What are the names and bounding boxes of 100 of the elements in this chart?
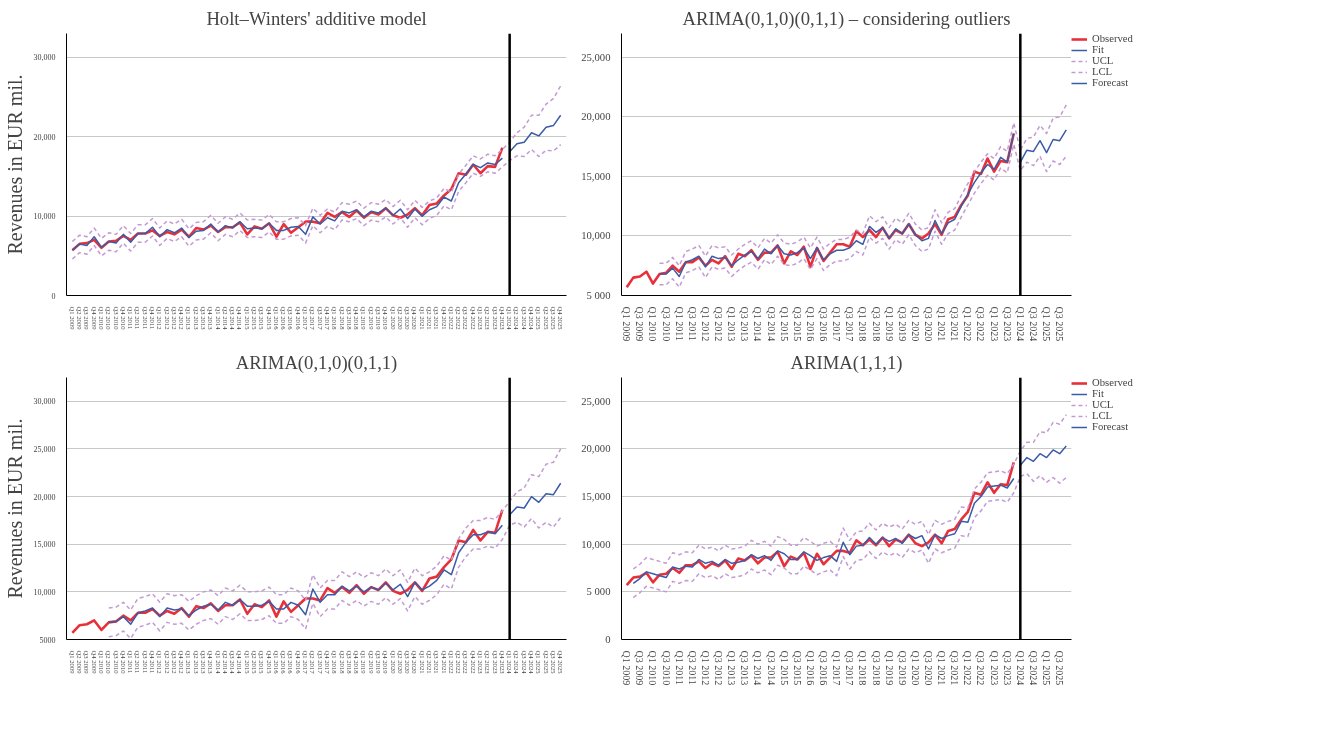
x-tick-label: Q3 2024 (1027, 650, 1039, 686)
x-tick-label: Q3 2021 (949, 650, 961, 686)
legend-label: Fit (1092, 44, 1105, 55)
x-tick-label: Q1 2013 (726, 650, 738, 686)
x-tick-label: Q1 2015 (778, 306, 790, 342)
x-tick-label: Q1 2025 (1041, 650, 1053, 686)
x-tick-label: Q3 2016 (818, 306, 830, 342)
x-tick-label: Q3 2014 (765, 650, 777, 686)
legend-label: Observed (1092, 33, 1133, 44)
x-tick-label: Q3 2019 (896, 306, 908, 342)
x-tick-label: Q1 2018 (857, 650, 869, 686)
x-tick-label: Q3 2015 (791, 306, 803, 342)
x-tick-label: Q1 2016 (804, 650, 816, 686)
x-tick-label: Q1 2024 (1014, 306, 1026, 342)
chart-title: ARIMA(0,1,0)(0,1,1) (235, 351, 398, 374)
y-tick-label: 15,000 (581, 170, 611, 182)
y-tick-label: 20,000 (33, 492, 56, 502)
legend-label: LCL (1092, 66, 1113, 77)
x-tick-label: Q3 2020 (923, 306, 934, 342)
x-tick-label: Q1 2010 (647, 306, 659, 342)
y-tick-label: 10,000 (33, 212, 56, 222)
y-tick-label: 10,000 (581, 230, 611, 242)
y-tick-label: 5 000 (586, 586, 611, 598)
legend-label: Fit (1092, 388, 1105, 399)
y-tick-label: 15,000 (581, 491, 611, 503)
y-tick-label: 25,000 (581, 395, 611, 407)
x-tick-label: Q1 2023 (988, 650, 1000, 686)
x-tick-label: Q3 2017 (844, 650, 856, 686)
x-tick-label: Q3 2017 (844, 306, 856, 342)
y-axis-title: Revenues in EUR mil. (3, 74, 26, 255)
legend-label: Forecast (1092, 77, 1129, 88)
x-tick-label: Q1 2021 (936, 306, 948, 342)
y-tick-label: 30,000 (33, 397, 56, 407)
x-tick-label: Q3 2018 (870, 650, 882, 686)
legend-label: LCL (1092, 410, 1113, 421)
x-tick-label: Q3 2010 (660, 650, 672, 686)
y-tick-label: 15,000 (33, 540, 56, 550)
x-tick-label: Q3 2016 (818, 650, 830, 686)
x-tick-label: Q3 2018 (870, 306, 882, 342)
x-tick-label: Q1 2016 (804, 306, 816, 342)
y-tick-label: 5 000 (586, 290, 611, 301)
x-tick-label: Q3 2025 (1054, 306, 1066, 342)
x-tick-label: Q1 2014 (752, 650, 764, 686)
x-tick-label: Q1 2015 (778, 650, 790, 686)
x-tick-label: Q3 2023 (1001, 650, 1013, 686)
y-axis-title: Revenues in EUR mil. (3, 418, 26, 599)
legend-label: Forecast (1092, 421, 1129, 432)
x-tick-label: Q3 2022 (975, 650, 987, 686)
y-tick-label: 20,000 (33, 132, 56, 142)
y-tick-label: 30,000 (33, 53, 56, 63)
x-tick-label: Q3 2011 (686, 650, 698, 685)
y-tick-label: 20,000 (581, 443, 611, 455)
x-tick-label: Q1 2014 (752, 306, 764, 342)
x-tick-label: Q1 2020 (909, 306, 921, 342)
x-tick-label: Q3 2012 (713, 650, 725, 686)
x-tick-label: Q1 2017 (831, 306, 843, 342)
chart-title: ARIMA(0,1,0)(0,1,1) – considering outliers (682, 7, 1011, 30)
x-tick-label: Q1 2020 (909, 650, 921, 686)
x-tick-label: Q1 2011 (673, 306, 685, 341)
x-tick-label: Q3 2015 (791, 650, 803, 686)
x-tick-label: Q3 2025 (1054, 650, 1066, 686)
x-tick-label: Q3 2022 (975, 306, 987, 342)
x-tick-label: Q1 2024 (1014, 650, 1026, 686)
x-tick-label: Q3 2009 (634, 650, 646, 686)
legend-label: Observed (1092, 377, 1133, 388)
x-tick-label: Q3 2021 (949, 306, 961, 342)
x-tick-label: Q1 2019 (883, 306, 895, 342)
x-tick-label: Q1 2009 (621, 650, 633, 686)
x-tick-label: Q3 2009 (634, 306, 646, 342)
x-tick-label: Q3 2019 (896, 650, 908, 686)
x-tick-label: Q1 2010 (647, 650, 659, 686)
y-tick-label: 5000 (39, 635, 56, 645)
x-tick-label: Q3 2023 (1001, 306, 1013, 342)
x-tick-label: Q3 2011 (686, 306, 698, 341)
x-tick-label: Q1 2021 (936, 650, 948, 686)
x-tick-label: Q1 2022 (962, 306, 974, 342)
x-tick-label: Q3 2013 (739, 306, 751, 342)
legend-label: UCL (1092, 55, 1114, 66)
x-tick-label: Q3 2020 (923, 650, 934, 686)
y-tick-label: 25,000 (581, 51, 611, 63)
y-tick-label: 0 (605, 634, 611, 645)
chart-title: Holt–Winters' additive model (206, 7, 427, 29)
y-tick-label: 10,000 (581, 538, 611, 550)
x-tick-label: Q1 2017 (831, 650, 843, 686)
x-tick-label: Q1 2013 (726, 306, 738, 342)
x-tick-label: Q3 2010 (660, 306, 672, 342)
x-tick-label: Q3 2012 (713, 306, 725, 342)
y-tick-label: 10,000 (33, 587, 56, 597)
x-tick-label: Q1 2009 (621, 306, 633, 342)
y-tick-label: 25,000 (33, 444, 56, 454)
x-tick-label: Q1 2012 (699, 306, 711, 342)
y-tick-label: 0 (51, 291, 56, 301)
x-tick-label: Q3 2014 (765, 306, 777, 342)
x-tick-label: Q1 2018 (857, 306, 869, 342)
x-tick-label: Q3 2013 (739, 650, 751, 686)
x-tick-label: Q1 2023 (988, 306, 1000, 342)
x-tick-label: Q1 2012 (699, 650, 711, 686)
y-tick-label: 20,000 (581, 111, 611, 123)
chart-title: ARIMA(1,1,1) (790, 351, 903, 374)
x-tick-label: Q1 2025 (1041, 306, 1053, 342)
